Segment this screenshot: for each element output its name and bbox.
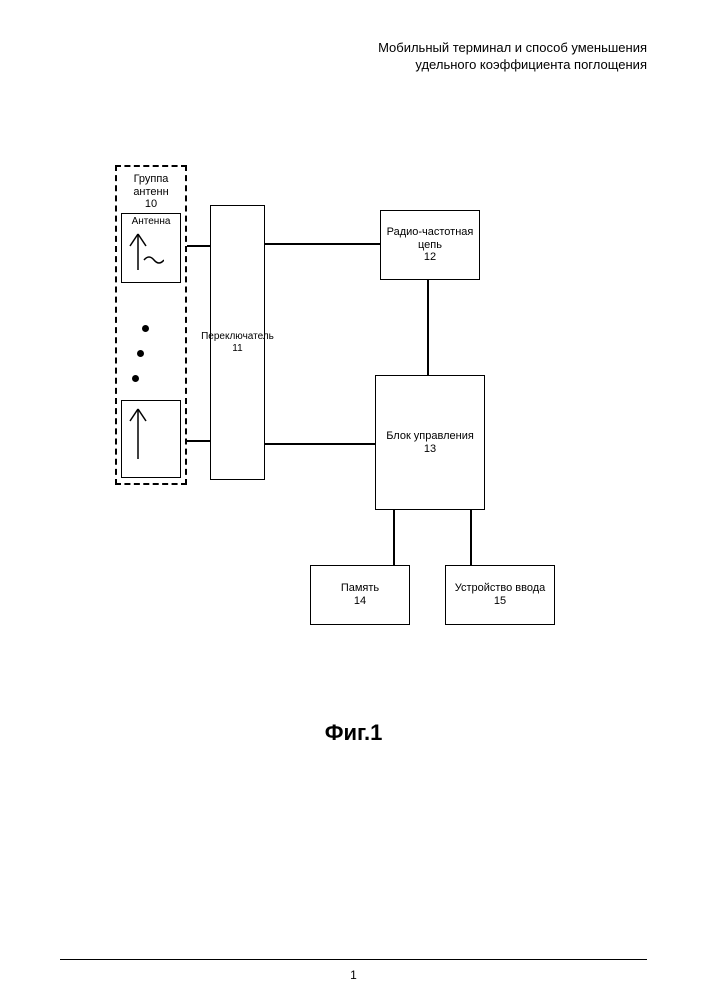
- antenna-1-label: Антенна: [132, 216, 171, 228]
- connector-line: [187, 245, 210, 247]
- connector-line: [393, 510, 395, 565]
- antenna-box-2: [121, 400, 181, 478]
- block-diagram: Группа антенн 10 Антенна: [115, 165, 595, 665]
- antenna-box-1: Антенна: [121, 213, 181, 283]
- control-label: Блок управления 13: [386, 430, 474, 455]
- switch-label: Переключатель 11: [201, 331, 274, 354]
- figure-label: Фиг.1: [0, 720, 707, 746]
- document-header: Мобильный терминал и способ уменьшения у…: [0, 40, 647, 74]
- ellipsis-dot: [142, 325, 149, 332]
- page: Мобильный терминал и способ уменьшения у…: [0, 0, 707, 1000]
- rf-circuit-box: Радио-частотная цепь 12: [380, 210, 480, 280]
- memory-box: Память 14: [310, 565, 410, 625]
- page-number: 1: [0, 968, 707, 982]
- connector-line: [265, 443, 375, 445]
- antenna-group-label: Группа антенн 10: [117, 173, 185, 211]
- page-footer-border: [60, 959, 647, 960]
- antenna-icon-2: [124, 405, 164, 465]
- header-line1: Мобильный терминал и способ уменьшения: [0, 40, 647, 57]
- connector-line: [470, 510, 472, 565]
- input-device-label: Устройство ввода 15: [448, 582, 552, 607]
- switch-box: Переключатель 11: [210, 205, 265, 480]
- ellipsis-dot: [132, 375, 139, 382]
- connector-line: [187, 440, 210, 442]
- antenna-icon-1: [124, 230, 164, 276]
- connector-line: [265, 243, 380, 245]
- input-device-box: Устройство ввода 15: [445, 565, 555, 625]
- ellipsis-dot: [137, 350, 144, 357]
- memory-label: Память 14: [341, 582, 379, 607]
- header-line2: удельного коэффициента поглощения: [0, 57, 647, 74]
- connector-line: [427, 280, 429, 375]
- rf-circuit-label: Радио-частотная цепь 12: [383, 226, 477, 264]
- control-box: Блок управления 13: [375, 375, 485, 510]
